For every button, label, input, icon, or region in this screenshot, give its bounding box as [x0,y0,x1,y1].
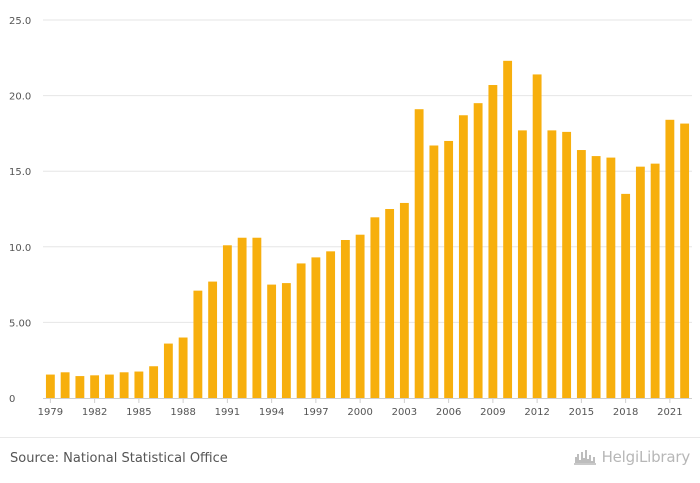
x-tick-label: 2003 [392,407,417,418]
x-tick-label: 1994 [259,407,284,418]
bar [193,290,203,398]
x-tick-label: 2006 [436,407,461,418]
bar [547,130,557,398]
y-tick-label: 20.0 [9,92,31,103]
bar [119,372,129,398]
bar [429,145,439,398]
bar [340,239,350,398]
source-note: Source: National Statistical Office [10,451,228,466]
bar [606,157,616,398]
bar [562,131,572,398]
y-tick-label: 0 [9,394,15,405]
bar [104,374,114,398]
bar [163,343,173,398]
y-tick-label: 25.0 [9,16,31,27]
bar [650,163,660,398]
bar [503,60,513,398]
x-tick-label: 2015 [569,407,594,418]
bar [326,251,336,398]
bar [414,109,424,398]
bar [635,166,645,398]
bar [75,376,85,398]
bar [178,337,188,398]
bar [134,371,144,398]
x-tick-label: 2021 [657,407,682,418]
x-tick-label: 1982 [82,407,107,418]
bar [45,374,55,398]
bar [90,375,100,398]
bar [149,366,159,398]
y-tick-label: 5.00 [9,318,31,329]
bar [252,237,262,398]
x-tick-label: 1979 [38,407,63,418]
bar [591,156,601,398]
bar [621,193,631,398]
bar [385,209,395,398]
brand-name: HelgiLibrary [601,448,691,466]
bar [267,284,277,398]
bar [237,237,247,398]
axes: 0 5.00 10.0 15.0 20.0 25.0 1979 1982 1985 1988 199… [9,16,692,418]
bar [488,85,498,399]
brand-logo[interactable]: HelgiLibrary [573,448,690,466]
bar [680,123,690,399]
x-tick-label: 2009 [480,407,505,418]
bar [355,234,365,398]
bar [532,74,542,398]
bar [444,140,454,398]
bar [458,115,468,399]
bar [576,150,586,398]
bar [473,103,483,398]
bar [281,283,291,398]
bar [399,202,409,398]
y-tick-label: 15.0 [9,167,31,178]
x-tick-label: 2012 [524,407,549,418]
x-tick-label: 1997 [303,407,328,418]
bars [45,60,690,399]
bar [370,217,380,398]
bar [517,130,527,398]
x-tick-label: 1985 [126,407,151,418]
x-tick-label: 1991 [215,407,240,418]
bar [665,119,675,399]
bar [208,281,218,398]
x-tick-label: 2000 [347,407,372,418]
x-tick-label: 2018 [613,407,638,418]
helgi-library-logo-icon [573,450,596,465]
footer-divider [0,437,700,438]
bar [311,257,321,398]
x-tick-label: 1988 [170,407,195,418]
bar [222,245,232,398]
bar [60,372,70,398]
y-tick-label: 10.0 [9,243,31,254]
bar [296,263,306,398]
